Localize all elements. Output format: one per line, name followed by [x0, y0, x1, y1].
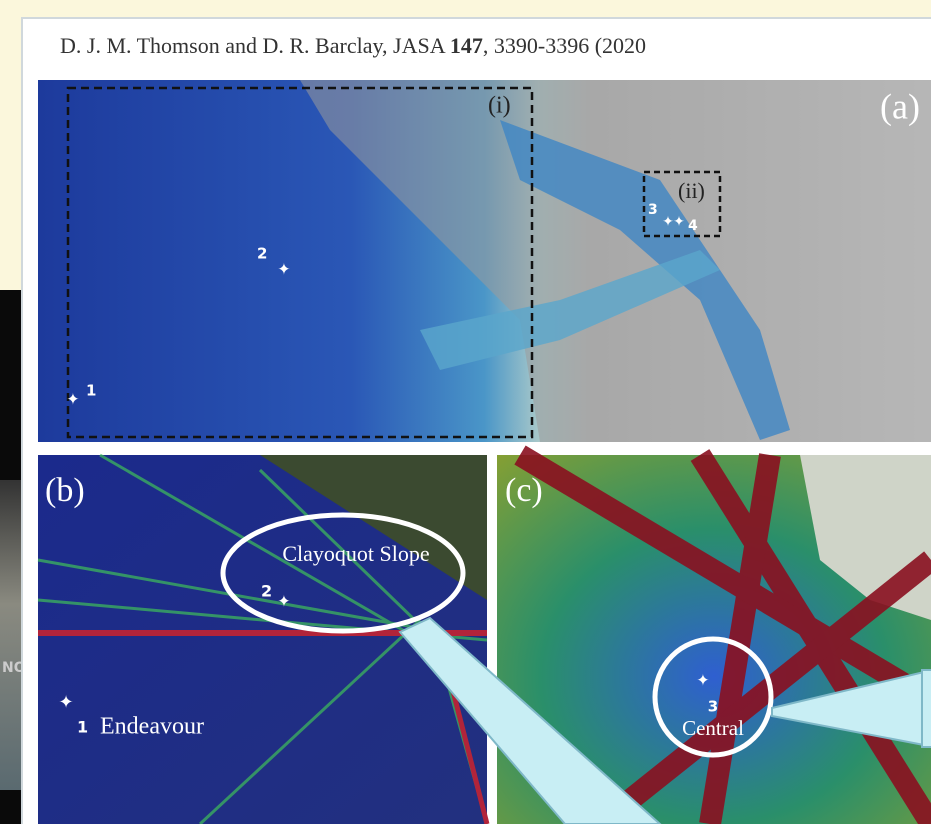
panel-label: (b)	[45, 472, 85, 509]
callout-label: Clayoquot Slope	[282, 541, 429, 566]
panel-a: (a) (i) (ii) ✦ 1 ✦ 2 3 ✦ ✦ 4	[38, 80, 931, 442]
site-number: 3	[648, 202, 658, 218]
site-star: ✦	[58, 692, 73, 712]
site-number: 1	[86, 382, 96, 400]
site-number: 1	[77, 718, 88, 737]
site-star: ✦	[277, 594, 290, 611]
panel-label: (a)	[880, 86, 920, 126]
site-number: 2	[261, 582, 272, 601]
panel-label: (c)	[505, 472, 543, 509]
site-star: ✦	[66, 392, 79, 409]
callout-box	[922, 670, 931, 747]
site-name: Central	[682, 716, 744, 740]
citation: D. J. M. Thomson and D. R. Barclay, JASA…	[60, 33, 646, 58]
inset-label: (ii)	[678, 178, 705, 203]
site-name: Endeavour	[100, 714, 204, 740]
site-star: ✦	[696, 673, 709, 690]
citation-pages: , 3390-3396 (2020	[483, 33, 646, 58]
inset-label: (i)	[488, 93, 511, 119]
site-number: 4	[688, 218, 698, 234]
citation-authors: D. J. M. Thomson and D. R. Barclay, JASA	[60, 33, 446, 58]
site-star: ✦	[277, 262, 290, 279]
citation-volume: 147	[450, 33, 483, 58]
site-number: 3	[708, 698, 718, 716]
site-number: 2	[257, 245, 267, 263]
site-star: ✦	[673, 215, 685, 230]
page: NO D. J. M. Thomson and D. R. Barclay, J…	[0, 0, 931, 824]
